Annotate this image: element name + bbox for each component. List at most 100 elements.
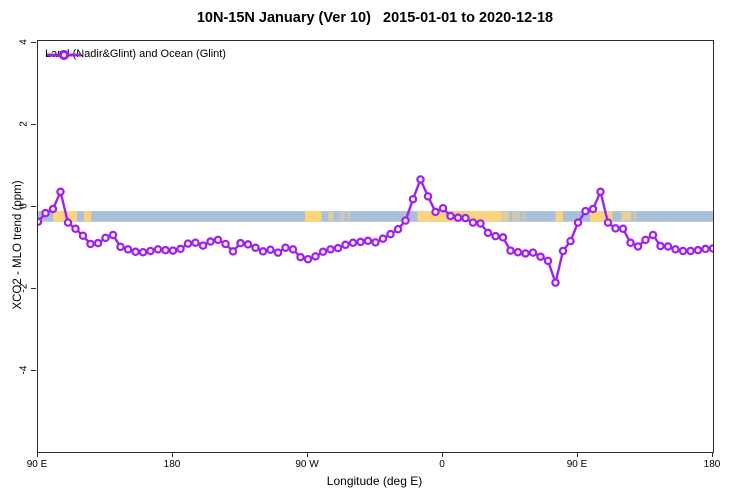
data-point-marker xyxy=(48,204,58,214)
data-point-marker xyxy=(161,245,170,255)
data-point-marker xyxy=(431,207,440,217)
x-tick-label: 0 xyxy=(439,459,445,470)
data-point-marker xyxy=(483,228,493,238)
data-point-marker xyxy=(183,239,193,248)
land-strip-speckle xyxy=(339,212,345,221)
y-tick-mark xyxy=(31,206,36,207)
x-tick-label: 180 xyxy=(163,459,181,470)
data-point-marker xyxy=(38,217,43,227)
data-point-marker xyxy=(333,243,343,253)
x-tick-mark xyxy=(307,452,308,457)
x-tick-mark xyxy=(172,452,173,457)
x-tick-label: 180 xyxy=(703,459,721,470)
data-point-marker xyxy=(326,245,335,254)
data-point-marker xyxy=(273,248,283,257)
land-strip-segment xyxy=(590,211,613,222)
data-point-marker xyxy=(146,246,155,256)
data-point-marker xyxy=(228,247,238,256)
x-tick-label: 90 E xyxy=(26,459,48,470)
data-point-marker xyxy=(543,256,553,266)
x-tick-mark xyxy=(712,452,713,457)
land-strip-speckle xyxy=(633,212,637,221)
data-point-marker xyxy=(408,194,418,204)
data-point-marker xyxy=(236,238,245,248)
land-strip-segment xyxy=(305,211,322,222)
data-point-marker xyxy=(371,238,380,247)
data-point-marker xyxy=(123,245,133,254)
data-point-marker xyxy=(416,175,425,184)
data-point-marker xyxy=(476,219,485,228)
y-tick-label: 4 xyxy=(18,38,30,45)
plot-svg xyxy=(38,175,713,287)
data-point-marker xyxy=(56,187,65,197)
data-point-marker xyxy=(348,238,358,248)
data-point-marker xyxy=(63,218,73,227)
data-point-marker xyxy=(71,224,80,234)
data-point-marker xyxy=(243,240,253,249)
data-point-marker xyxy=(401,216,410,225)
data-point-marker xyxy=(378,234,388,243)
data-point-marker xyxy=(633,242,643,251)
data-point-marker xyxy=(423,192,433,201)
data-point-marker xyxy=(311,252,320,261)
land-strip-segment xyxy=(555,211,563,222)
data-point-marker xyxy=(678,246,688,256)
data-point-marker xyxy=(498,233,508,242)
data-point-marker xyxy=(446,211,455,221)
data-point-marker xyxy=(491,231,500,241)
data-point-marker xyxy=(611,224,620,233)
land-strip-speckle xyxy=(347,212,350,221)
data-point-marker xyxy=(438,203,448,213)
x-tick-mark xyxy=(37,452,38,457)
data-point-marker xyxy=(686,246,695,256)
data-point-marker xyxy=(131,247,140,257)
data-point-marker xyxy=(573,218,583,227)
y-tick-label: 0 xyxy=(18,203,30,209)
data-point-marker xyxy=(356,237,365,247)
data-point-marker xyxy=(648,230,658,240)
data-point-marker xyxy=(513,247,523,257)
data-point-marker xyxy=(363,236,373,245)
plot-area: Land (Nadir&Glint) and Ocean (Glint) xyxy=(37,40,714,453)
y-tick-mark xyxy=(31,370,36,372)
data-point-marker xyxy=(468,218,478,227)
data-point-marker xyxy=(303,254,313,264)
legend: Land (Nadir&Glint) and Ocean (Glint) xyxy=(45,48,226,61)
data-point-marker xyxy=(656,241,665,251)
data-point-marker xyxy=(108,230,118,240)
data-point-marker xyxy=(168,246,178,255)
data-point-marker xyxy=(266,245,275,254)
land-strip-speckle xyxy=(522,212,526,221)
data-point-marker xyxy=(198,241,208,250)
x-tick-label: 90 E xyxy=(566,459,588,470)
land-strip-speckle xyxy=(502,212,509,221)
data-point-marker xyxy=(206,237,215,246)
data-point-marker xyxy=(603,218,613,227)
x-tick-mark xyxy=(577,452,578,457)
data-point-marker xyxy=(221,239,230,249)
y-tick-label: -2 xyxy=(18,283,30,293)
data-point-marker xyxy=(41,208,50,218)
data-point-marker xyxy=(558,246,568,256)
chart-title: 10N-15N January (Ver 10) 2015-01-01 to 2… xyxy=(196,10,554,26)
data-point-marker xyxy=(528,248,538,257)
data-point-marker xyxy=(671,245,680,254)
data-point-marker xyxy=(258,247,268,256)
y-tick-mark xyxy=(31,123,36,125)
data-point-marker xyxy=(693,245,703,255)
data-point-marker xyxy=(213,235,223,245)
land-strip-speckle xyxy=(328,212,334,221)
data-point-marker xyxy=(641,235,650,245)
y-tick-label: -4 xyxy=(18,365,30,375)
data-point-marker xyxy=(153,245,163,254)
x-axis-title: Longitude (deg E) xyxy=(326,474,423,488)
data-point-marker xyxy=(86,239,95,249)
x-tick-label: 90 W xyxy=(295,459,319,470)
land-strip-segment xyxy=(83,211,92,222)
data-point-marker xyxy=(296,252,305,262)
data-point-marker xyxy=(393,224,403,234)
data-point-marker xyxy=(116,242,125,252)
data-point-marker xyxy=(551,278,560,287)
data-point-marker xyxy=(101,233,110,243)
